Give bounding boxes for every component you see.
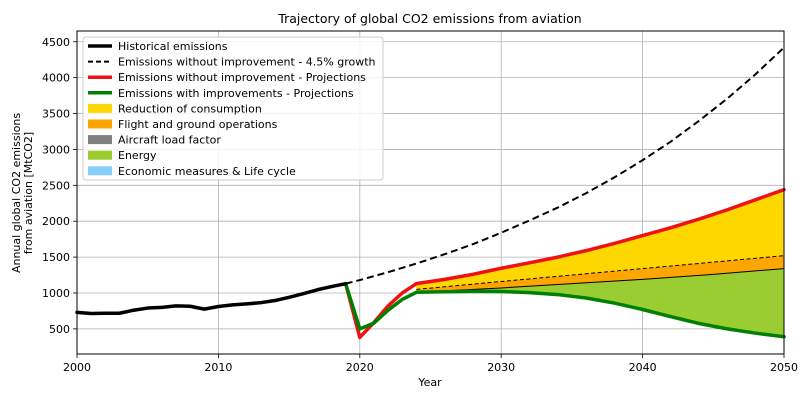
legend-entry-energy: Energy [88,149,157,162]
axis-ticks: 2000 2010 2020 2030 2040 2050 500 1000 1500 2000 2… [42,36,798,374]
y-tick-label: 3500 [42,108,70,121]
legend-label: Emissions without improvement - 4.5% gro… [118,56,376,69]
legend-swatch-patch [88,150,112,160]
y-tick-label: 3000 [42,143,70,156]
legend-swatch-patch [88,166,112,176]
legend-label: Flight and ground operations [118,118,278,131]
legend-entry-aircraft-load-factor: Aircraft load factor [88,134,221,147]
series-historical-emissions [75,281,348,316]
series-emissions-without-improvement-projections [343,187,786,340]
y-tick-label: 2500 [42,179,70,192]
legend-label: Economic measures & Life cycle [118,165,296,178]
chart-title: Trajectory of global CO2 emissions from … [277,11,581,26]
legend: Historical emissions Emissions without im… [82,36,384,181]
y-tick-label: 1000 [42,287,70,300]
scenario-boundary-dashed [416,255,785,290]
scenario-boundary-solid [416,268,785,293]
series-emissions-with-improvements-projections [343,281,786,339]
legend-entry-emissions-with-improvements-projections: Emissions with improvements - Projection… [88,87,354,100]
x-tick-label: 2000 [63,361,91,374]
legend-entry-reduction-of-consumption: Reduction of consumption [88,102,262,115]
y-axis-label-line-2: from aviation [MtCO2] [22,132,35,254]
x-tick-label: 2040 [629,361,657,374]
y-tick-label: 1500 [42,251,70,264]
x-tick-label: 2050 [770,361,798,374]
y-tick-label: 4000 [42,72,70,85]
x-tick-label: 2020 [346,361,374,374]
area-energy [416,268,784,337]
legend-swatch-patch [88,135,112,145]
legend-entry-emissions-without-improvement-4-5-growth: Emissions without improvement - 4.5% gro… [88,56,376,69]
area-flight-and-ground-operations [416,255,784,293]
legend-label: Aircraft load factor [118,134,221,147]
plot-frame [76,30,785,355]
legend-label: Reduction of consumption [118,102,262,115]
y-tick-label: 2000 [42,215,70,228]
legend-swatch-patch [88,119,112,129]
legend-label: Energy [118,149,157,162]
series-lines [75,46,786,340]
legend-entry-emissions-without-improvement-projections: Emissions without improvement - Projecti… [88,71,366,84]
legend-label: Historical emissions [118,40,228,53]
legend-swatch-patch [88,103,112,113]
x-axis-label: Year [417,376,442,389]
y-axis-label: Annual global CO2 emissions from aviatio… [10,113,35,273]
y-axis-label-line-1: Annual global CO2 emissions [10,113,23,273]
legend-label: Emissions with improvements - Projection… [118,87,354,100]
legend-entry-flight-and-ground-operations: Flight and ground operations [88,118,278,131]
legend-box [82,36,384,181]
legend-label: Emissions without improvement - Projecti… [118,71,366,84]
y-tick-label: 500 [49,323,70,336]
legend-entry-historical-emissions: Historical emissions [88,40,228,53]
legend-entry-economic-measures-life-cycle: Economic measures & Life cycle [88,165,296,178]
x-tick-label: 2030 [487,361,515,374]
x-tick-label: 2010 [204,361,232,374]
series-emissions-without-improvement-4-5-growth [345,46,785,285]
y-tick-label: 4500 [42,36,70,49]
